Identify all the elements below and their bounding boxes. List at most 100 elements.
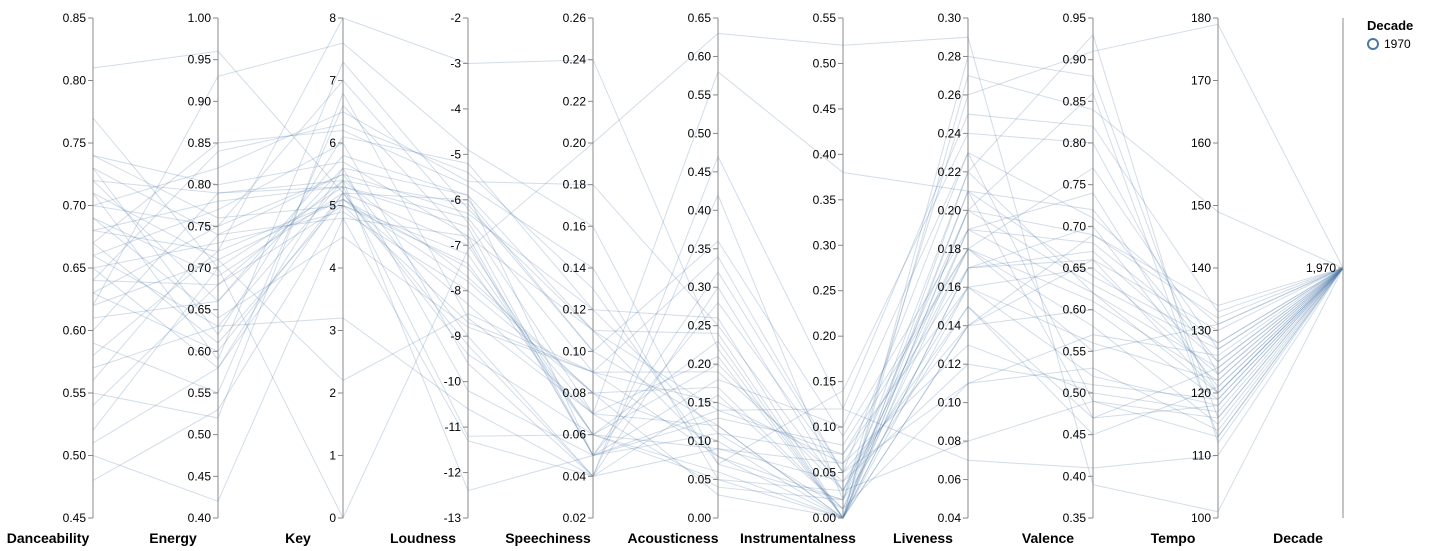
tick-label: 0.18 — [563, 178, 587, 192]
tick-label: 0.45 — [688, 165, 712, 179]
axis-title: Acousticness — [627, 530, 718, 546]
tick-label: 170 — [1191, 74, 1211, 88]
tick-label: 0.20 — [563, 136, 587, 150]
tick-label: 0.14 — [563, 261, 587, 275]
tick-label: 0.26 — [938, 88, 962, 102]
axis-title: Tempo — [1151, 530, 1196, 546]
legend-symbol — [1367, 38, 1379, 50]
tick-label: 0.50 — [813, 56, 837, 70]
tick-label: 0.16 — [563, 219, 587, 233]
tick-label: 0.30 — [938, 11, 962, 25]
tick-label: 0.55 — [1063, 344, 1087, 358]
tick-label: 0.10 — [813, 420, 837, 434]
tick-label: 0.65 — [63, 261, 87, 275]
legend: Decade 1970 — [1367, 18, 1413, 51]
tick-label: 0.16 — [938, 280, 962, 294]
tick-label: 150 — [1191, 199, 1211, 213]
axis-tempo: 100 110 120 130 140 150 160 170 180 Tempo — [1151, 11, 1219, 546]
tick-label: 0.24 — [563, 53, 587, 67]
legend-title: Decade — [1367, 18, 1413, 33]
tick-label: 0.85 — [63, 11, 87, 25]
axis-key: 0 1 2 3 4 5 6 7 8 Key — [285, 11, 344, 546]
tick-label: 0.75 — [188, 219, 212, 233]
tick-label: 0.60 — [688, 49, 712, 63]
tick-label: 0.35 — [1063, 511, 1087, 525]
tick-label: 0.55 — [688, 88, 712, 102]
tick-label: 0.65 — [688, 11, 712, 25]
tick-label: 0.12 — [563, 303, 587, 317]
tick-label: -3 — [450, 56, 461, 70]
axis-title: Key — [285, 530, 311, 546]
axis-energy: 0.40 0.45 0.50 0.55 0.60 0.65 0.70 0.75 0.80 0.85… — [149, 11, 219, 546]
legend-entry-1970: 1970 — [1384, 37, 1411, 51]
tick-label: 0.12 — [938, 357, 962, 371]
tick-label: -6 — [450, 193, 461, 207]
tick-label: 0.65 — [1063, 261, 1087, 275]
axis-title: Energy — [149, 530, 197, 546]
tick-label: 0.90 — [1063, 53, 1087, 67]
tick-label: 0.08 — [938, 434, 962, 448]
axis-danceability: 0.45 0.50 0.55 0.60 0.65 0.70 0.75 0.80 0.85 Danc… — [7, 11, 94, 546]
tick-label: -5 — [450, 147, 461, 161]
tick-label: 0.45 — [188, 469, 212, 483]
tick-label: 6 — [329, 136, 336, 150]
tick-label: -10 — [444, 375, 462, 389]
tick-label: 4 — [329, 261, 336, 275]
axis-instrumentalness: 0.00 0.05 0.10 0.15 0.20 0.25 0.30 0.35 0.40 0.45… — [740, 11, 856, 546]
tick-label: 0.55 — [188, 386, 212, 400]
axes: 0.45 0.50 0.55 0.60 0.65 0.70 0.75 0.80 0.85 Danc… — [7, 11, 1344, 546]
axis-title: Speechiness — [505, 530, 591, 546]
tick-label: -13 — [444, 511, 462, 525]
tick-label: 120 — [1191, 386, 1211, 400]
axis-valence: 0.35 0.40 0.45 0.50 0.55 0.60 0.65 0.70 0.75 0.80… — [1022, 11, 1094, 546]
axis-title: Loudness — [390, 530, 456, 546]
axis-title: Danceability — [7, 530, 90, 546]
tick-label: 0.70 — [1063, 219, 1087, 233]
tick-label: 0.55 — [63, 386, 87, 400]
tick-label: 0.28 — [938, 49, 962, 63]
tick-label: 0.60 — [63, 324, 87, 338]
axis-title: Decade — [1273, 530, 1323, 546]
tick-label: 0.95 — [188, 53, 212, 67]
tick-label: -7 — [450, 238, 461, 252]
tick-label: 0.05 — [813, 466, 837, 480]
tick-label: 0.06 — [563, 428, 587, 442]
tick-label: -2 — [450, 11, 461, 25]
tick-label: 0.75 — [1063, 178, 1087, 192]
tick-label: 0.00 — [688, 511, 712, 525]
axis-title: Liveness — [893, 530, 953, 546]
tick-label: 0.55 — [813, 11, 837, 25]
tick-label: 0.06 — [938, 473, 962, 487]
tick-label: 0.80 — [1063, 136, 1087, 150]
tick-label: 0.40 — [688, 203, 712, 217]
tick-label: 0.40 — [188, 511, 212, 525]
tick-label: 0.40 — [1063, 469, 1087, 483]
tick-label: 0.04 — [563, 469, 587, 483]
tick-label: 3 — [329, 324, 336, 338]
tick-label: 0.45 — [63, 511, 87, 525]
tick-label: 5 — [329, 199, 336, 213]
tick-label: 0.80 — [63, 74, 87, 88]
tick-label: 2 — [329, 386, 336, 400]
tick-label: 0 — [329, 511, 336, 525]
tick-label: -4 — [450, 102, 461, 116]
tick-label: 0.25 — [813, 284, 837, 298]
tick-label: 0.50 — [188, 428, 212, 442]
tick-label: 0.90 — [188, 94, 212, 108]
tick-label: 0.25 — [688, 319, 712, 333]
tick-label: 0.15 — [688, 396, 712, 410]
tick-label: 130 — [1191, 324, 1211, 338]
tick-label: 8 — [329, 11, 336, 25]
tick-label: 1,970 — [1306, 261, 1336, 275]
tick-label: 0.60 — [1063, 303, 1087, 317]
tick-label: 0.45 — [1063, 428, 1087, 442]
tick-label: 1.00 — [188, 11, 212, 25]
tick-label: 0.10 — [688, 434, 712, 448]
tick-label: 0.20 — [688, 357, 712, 371]
tick-label: 0.22 — [938, 165, 962, 179]
tick-label: 0.18 — [938, 242, 962, 256]
tick-label: 0.50 — [1063, 386, 1087, 400]
tick-label: 0.65 — [188, 303, 212, 317]
tick-label: -12 — [444, 466, 462, 480]
